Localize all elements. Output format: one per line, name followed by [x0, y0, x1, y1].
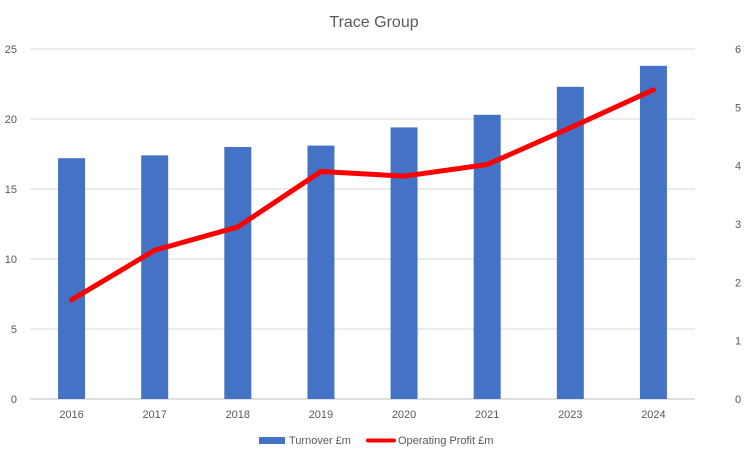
y-tick-label: 15 [5, 184, 17, 196]
y2-tick-label: 6 [735, 44, 741, 56]
x-tick-label: 2024 [641, 409, 665, 421]
y-tick-label: 0 [11, 394, 17, 406]
x-tick-label: 2017 [142, 409, 166, 421]
bar [390, 127, 418, 400]
bar [58, 158, 86, 399]
y-tick-label: 10 [5, 254, 17, 266]
bar [639, 65, 667, 400]
bar [224, 147, 252, 399]
y2-tick-label: 1 [735, 336, 741, 348]
x-tick-label: 2018 [226, 409, 250, 421]
y2-tick-label: 5 [735, 102, 741, 114]
y2-tick-label: 0 [735, 394, 741, 406]
x-tick-label: 2021 [475, 409, 499, 421]
bar [307, 145, 335, 399]
y-tick-label: 25 [5, 44, 17, 56]
x-tick-label: 2016 [59, 409, 83, 421]
bar [141, 155, 169, 399]
bar-series [58, 65, 667, 400]
x-axis: 2016 2017 2018 2019 2020 2021 2023 2024 [59, 409, 665, 421]
legend-label-operating-profit: Operating Profit £m [398, 435, 493, 447]
x-tick-label: 2020 [392, 409, 416, 421]
legend: Turnover £m Operating Profit £m [259, 435, 493, 447]
legend-swatch-turnover [259, 437, 285, 444]
chart-title: Trace Group [329, 14, 418, 31]
bar [473, 114, 501, 400]
y2-tick-label: 3 [735, 219, 741, 231]
y2-tick-label: 2 [735, 277, 741, 289]
y-tick-label: 5 [11, 324, 17, 336]
legend-label-turnover: Turnover £m [289, 435, 351, 447]
y-axis-left: 0 5 10 15 20 25 [5, 44, 17, 406]
gridlines [30, 48, 695, 400]
y-tick-label: 20 [5, 114, 17, 126]
y2-tick-label: 4 [735, 161, 741, 173]
x-tick-label: 2023 [558, 409, 582, 421]
x-tick-label: 2019 [309, 409, 333, 421]
operating-profit-line [69, 87, 656, 303]
y-axis-right: 0 1 2 3 4 5 6 [735, 44, 741, 406]
line-series [69, 87, 656, 303]
bar [556, 86, 584, 400]
